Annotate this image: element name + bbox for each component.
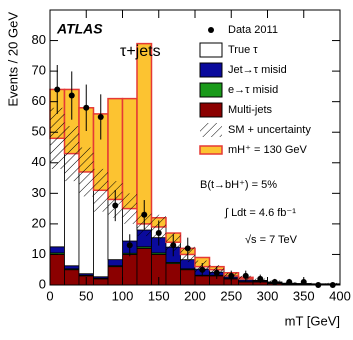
y-tick-label: 60	[32, 93, 46, 108]
histogram-segment	[165, 263, 181, 286]
legend-label: Jet→τ misid	[228, 64, 287, 76]
legend-swatch	[199, 145, 223, 155]
data-point	[271, 278, 278, 285]
legend-swatch	[199, 62, 223, 78]
histogram-segment	[122, 254, 138, 286]
data-point	[155, 230, 162, 237]
legend-label: mH⁺ = 130 GeV	[228, 144, 308, 156]
x-tick-label: 200	[184, 288, 206, 303]
x-tick-label: 150	[148, 288, 170, 303]
histogram-segment	[136, 247, 152, 286]
histogram-segment	[49, 254, 65, 286]
histogram-segment	[49, 246, 65, 254]
y-tick-label: 30	[32, 185, 46, 200]
histogram-segment	[194, 275, 210, 286]
histogram-segment	[121, 97, 138, 210]
histogram-segment	[107, 259, 123, 267]
data-point	[228, 272, 235, 279]
y-tick-label: 40	[32, 154, 46, 169]
legend-swatch	[199, 82, 223, 98]
y-tick-label: 0	[39, 276, 46, 291]
legend-label: SM + uncertainty	[228, 124, 311, 136]
legend-label: True τ	[228, 44, 258, 56]
legend-swatch	[199, 42, 223, 58]
y-tick-label: 70	[32, 63, 46, 78]
histogram-segment	[107, 266, 123, 286]
data-point	[83, 104, 90, 111]
x-axis-label: mT [GeV]	[285, 313, 340, 328]
y-axis-label: Events / 20 GeV	[5, 12, 20, 107]
data-point	[68, 92, 75, 99]
x-tick-label: 400	[329, 288, 351, 303]
legend-marker	[208, 27, 214, 33]
histogram-segment	[136, 42, 153, 225]
y-tick-label: 10	[32, 246, 46, 261]
data-point	[184, 245, 191, 252]
legend-swatch	[199, 102, 223, 118]
data-point	[170, 242, 177, 249]
uncertainty-band	[79, 147, 94, 197]
legend-swatch	[200, 123, 222, 137]
data-point	[141, 211, 148, 218]
legend-label: e→τ misid	[228, 84, 278, 96]
x-tick-label: 250	[220, 288, 242, 303]
histogram-segment	[64, 269, 80, 286]
annotation: ∫ Ldt = 4.6 fb⁻¹	[224, 207, 296, 219]
annotation: √s = 7 TeV	[245, 234, 298, 246]
x-tick-label: 0	[46, 288, 53, 303]
histogram-segment	[180, 269, 196, 286]
legend-label: Data 2011	[228, 24, 278, 36]
data-point	[257, 275, 264, 282]
uncertainty-band	[64, 126, 79, 182]
data-point	[112, 202, 119, 209]
x-tick-label: 300	[257, 288, 279, 303]
data-point	[242, 272, 249, 279]
data-point	[126, 242, 133, 249]
x-tick-label: 350	[293, 288, 315, 303]
annotation: ATLAS	[56, 21, 103, 37]
data-point	[97, 113, 104, 120]
data-point	[54, 86, 61, 93]
histogram-segment	[93, 278, 109, 286]
y-tick-label: 80	[32, 32, 46, 47]
data-point	[286, 278, 293, 285]
data-point	[213, 269, 220, 276]
uncertainty-band	[93, 168, 108, 212]
y-tick-label: 20	[32, 215, 46, 230]
annotation: τ+jets	[120, 43, 161, 60]
x-tick-label: 50	[79, 288, 93, 303]
annotation: B(t→bH⁺) = 5%	[200, 179, 277, 191]
y-tick-label: 50	[32, 124, 46, 139]
x-tick-label: 100	[112, 288, 134, 303]
uncertainty-band	[50, 107, 65, 169]
uncertainty-band	[122, 193, 137, 224]
legend-label: Multi-jets	[228, 104, 273, 116]
histogram-segment	[64, 265, 80, 270]
data-point	[199, 266, 206, 273]
